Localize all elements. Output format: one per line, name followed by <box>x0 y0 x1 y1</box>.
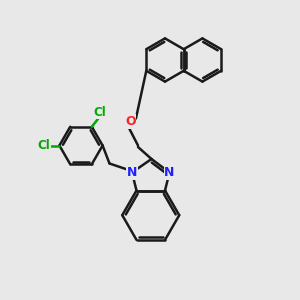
Text: O: O <box>125 115 136 128</box>
Text: Cl: Cl <box>94 106 106 119</box>
Text: N: N <box>127 166 137 179</box>
Text: N: N <box>164 166 175 179</box>
Text: Cl: Cl <box>38 139 50 152</box>
